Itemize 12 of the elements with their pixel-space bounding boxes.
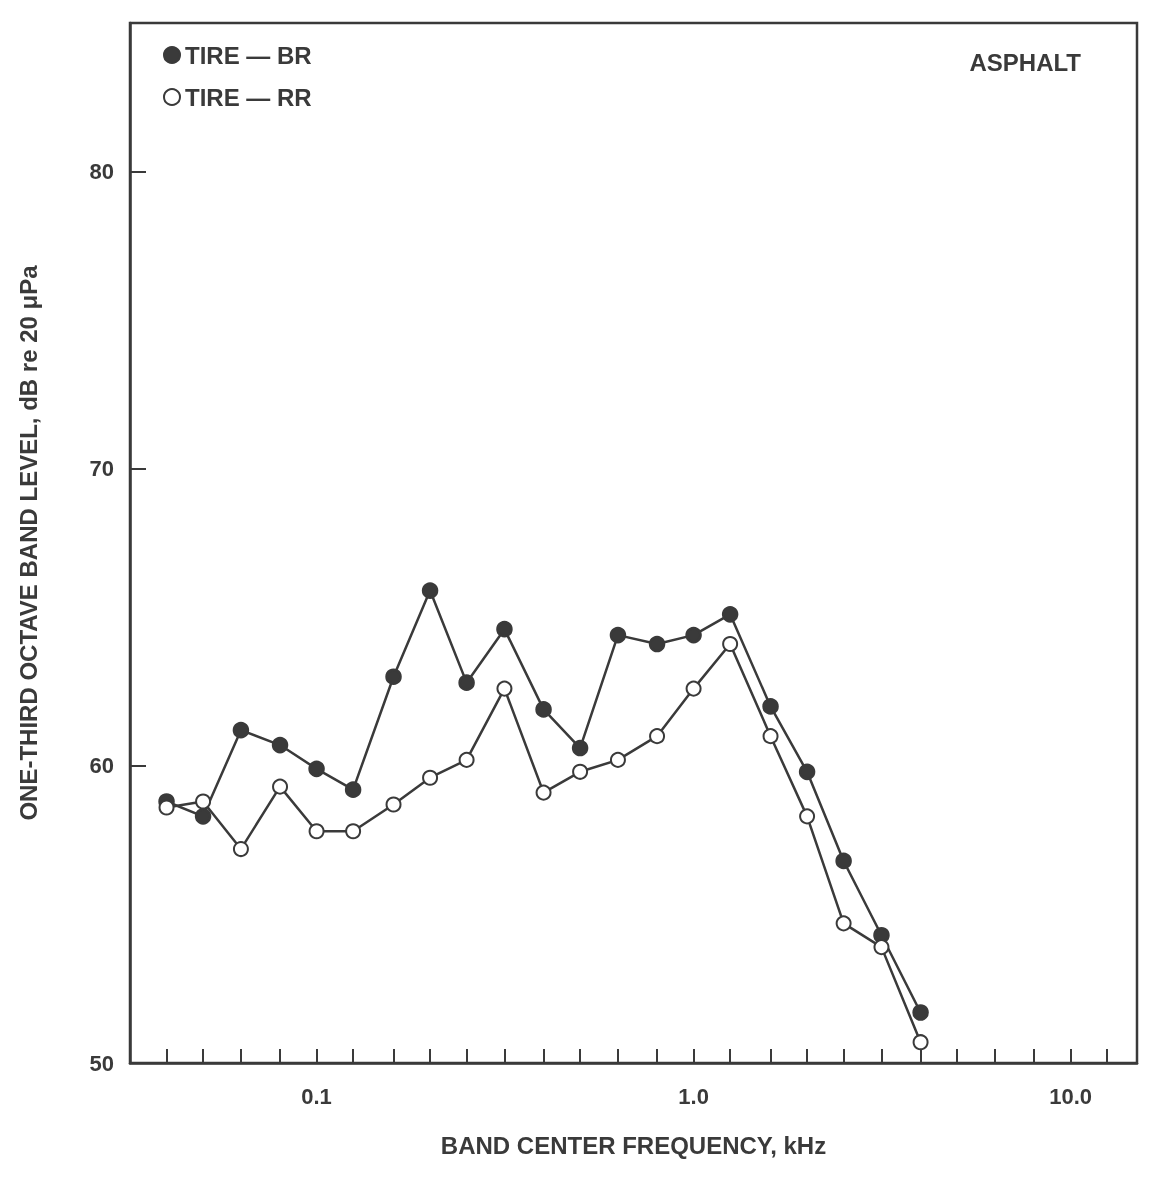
y-tick-label: 80 bbox=[89, 159, 114, 185]
y-tick-label: 70 bbox=[89, 456, 114, 482]
legend-label: TIRE — RR bbox=[185, 83, 312, 111]
annotation: ASPHALT bbox=[969, 48, 1082, 76]
y-tick-label: 50 bbox=[89, 1050, 114, 1076]
y-tick-label: 60 bbox=[89, 753, 114, 779]
x-tick-label: 1.0 bbox=[678, 1083, 709, 1109]
y-axis-title: ONE-THIRD OCTAVE BAND LEVEL, dB re 20 μPa bbox=[14, 264, 42, 821]
x-axis-title: BAND CENTER FREQUENCY, kHz bbox=[440, 1131, 827, 1159]
x-tick-label: 10.0 bbox=[1049, 1083, 1093, 1109]
x-tick-label: 0.1 bbox=[301, 1083, 332, 1109]
legend-label: TIRE — BR bbox=[185, 41, 312, 69]
